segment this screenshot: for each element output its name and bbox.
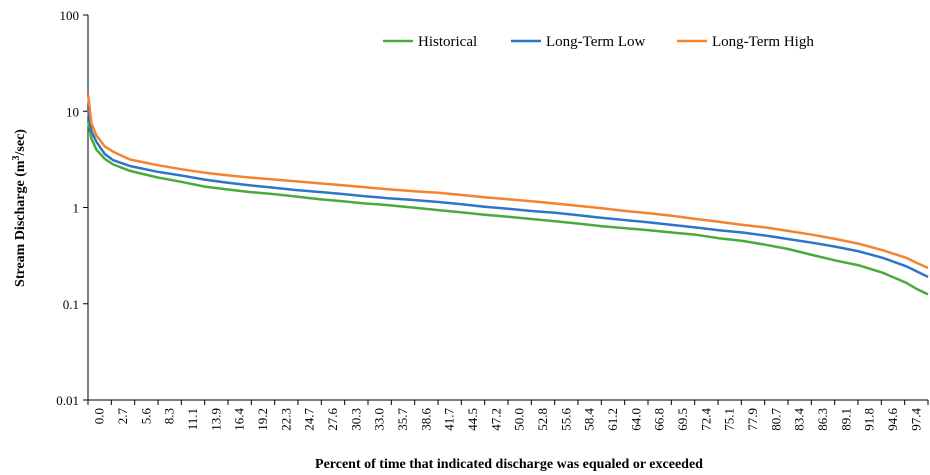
series-line-historical xyxy=(86,120,929,296)
y-tick-label: 10 xyxy=(66,104,79,119)
x-tick-label: 0.0 xyxy=(92,408,107,424)
y-tick-label: 1 xyxy=(73,201,80,216)
x-tick-label: 77.9 xyxy=(745,408,760,431)
legend: Historical Long-Term Low Long-Term High xyxy=(383,34,814,50)
x-tick-label: 44.5 xyxy=(465,408,480,431)
x-tick-label: 55.6 xyxy=(558,408,573,431)
x-tick-label: 35.7 xyxy=(395,408,410,431)
x-tick-label: 97.4 xyxy=(908,408,923,431)
x-tick-label: 83.4 xyxy=(792,408,807,431)
x-tick-label: 75.1 xyxy=(722,408,737,431)
x-tick-label: 72.4 xyxy=(698,408,713,431)
y-axis-title: Stream Discharge (m3/sec) xyxy=(11,129,28,287)
x-tick-label: 11.1 xyxy=(185,408,200,430)
x-tick-label: 94.6 xyxy=(885,408,900,431)
x-tick-label: 91.8 xyxy=(862,408,877,431)
x-axis-title: Percent of time that indicated discharge… xyxy=(315,457,703,472)
legend-label-historical: Historical xyxy=(418,34,477,50)
x-tick-label: 27.6 xyxy=(325,408,340,431)
x-tick-label: 69.5 xyxy=(675,408,690,431)
legend-label-long-term-low: Long-Term Low xyxy=(546,34,646,50)
x-tick-label: 89.1 xyxy=(838,408,853,431)
x-tick-label: 2.7 xyxy=(115,408,130,425)
series-group xyxy=(86,94,929,296)
x-tick-label: 41.7 xyxy=(442,408,457,431)
x-tick-label: 33.0 xyxy=(372,408,387,431)
x-tick-label: 8.3 xyxy=(162,408,177,424)
y-axis-title-main: Stream Discharge (m xyxy=(13,160,28,287)
x-tick-label: 24.7 xyxy=(302,408,317,431)
x-tick-label: 86.3 xyxy=(815,408,830,431)
x-tick-label: 19.2 xyxy=(255,408,270,431)
y-tick-label: 100 xyxy=(60,8,80,23)
x-tick-label: 58.4 xyxy=(582,408,597,431)
y-axis-ticks: 100 10 1 0.1 0.01 xyxy=(56,8,88,408)
series-line-long-term-high xyxy=(86,94,929,270)
x-tick-label: 30.3 xyxy=(348,408,363,431)
y-axis-title-superscript: 3 xyxy=(11,155,22,160)
x-tick-label: 80.7 xyxy=(768,408,783,431)
x-tick-label: 64.0 xyxy=(628,408,643,431)
x-tick-label: 61.2 xyxy=(605,408,620,431)
y-axis-title-tail: /sec) xyxy=(13,129,28,157)
x-tick-label: 16.4 xyxy=(232,408,247,431)
x-tick-label: 66.8 xyxy=(652,408,667,431)
series-line-long-term-low xyxy=(86,109,929,279)
x-tick-label: 5.6 xyxy=(138,408,153,425)
legend-label-long-term-high: Long-Term High xyxy=(712,34,814,50)
x-tick-label: 13.9 xyxy=(208,408,223,431)
x-axis-ticks: 0.0 2.7 5.6 8.3 11.1 13.9 16.4 19.2 22.3 24.7 27.6… xyxy=(87,400,929,431)
x-tick-label: 38.6 xyxy=(418,408,433,431)
y-tick-label: 0.01 xyxy=(56,393,79,408)
x-tick-label: 50.0 xyxy=(512,408,527,431)
x-tick-label: 52.8 xyxy=(535,408,550,431)
x-tick-label: 47.2 xyxy=(488,408,503,431)
y-tick-label: 0.1 xyxy=(63,297,79,312)
x-tick-label: 22.3 xyxy=(278,408,293,431)
